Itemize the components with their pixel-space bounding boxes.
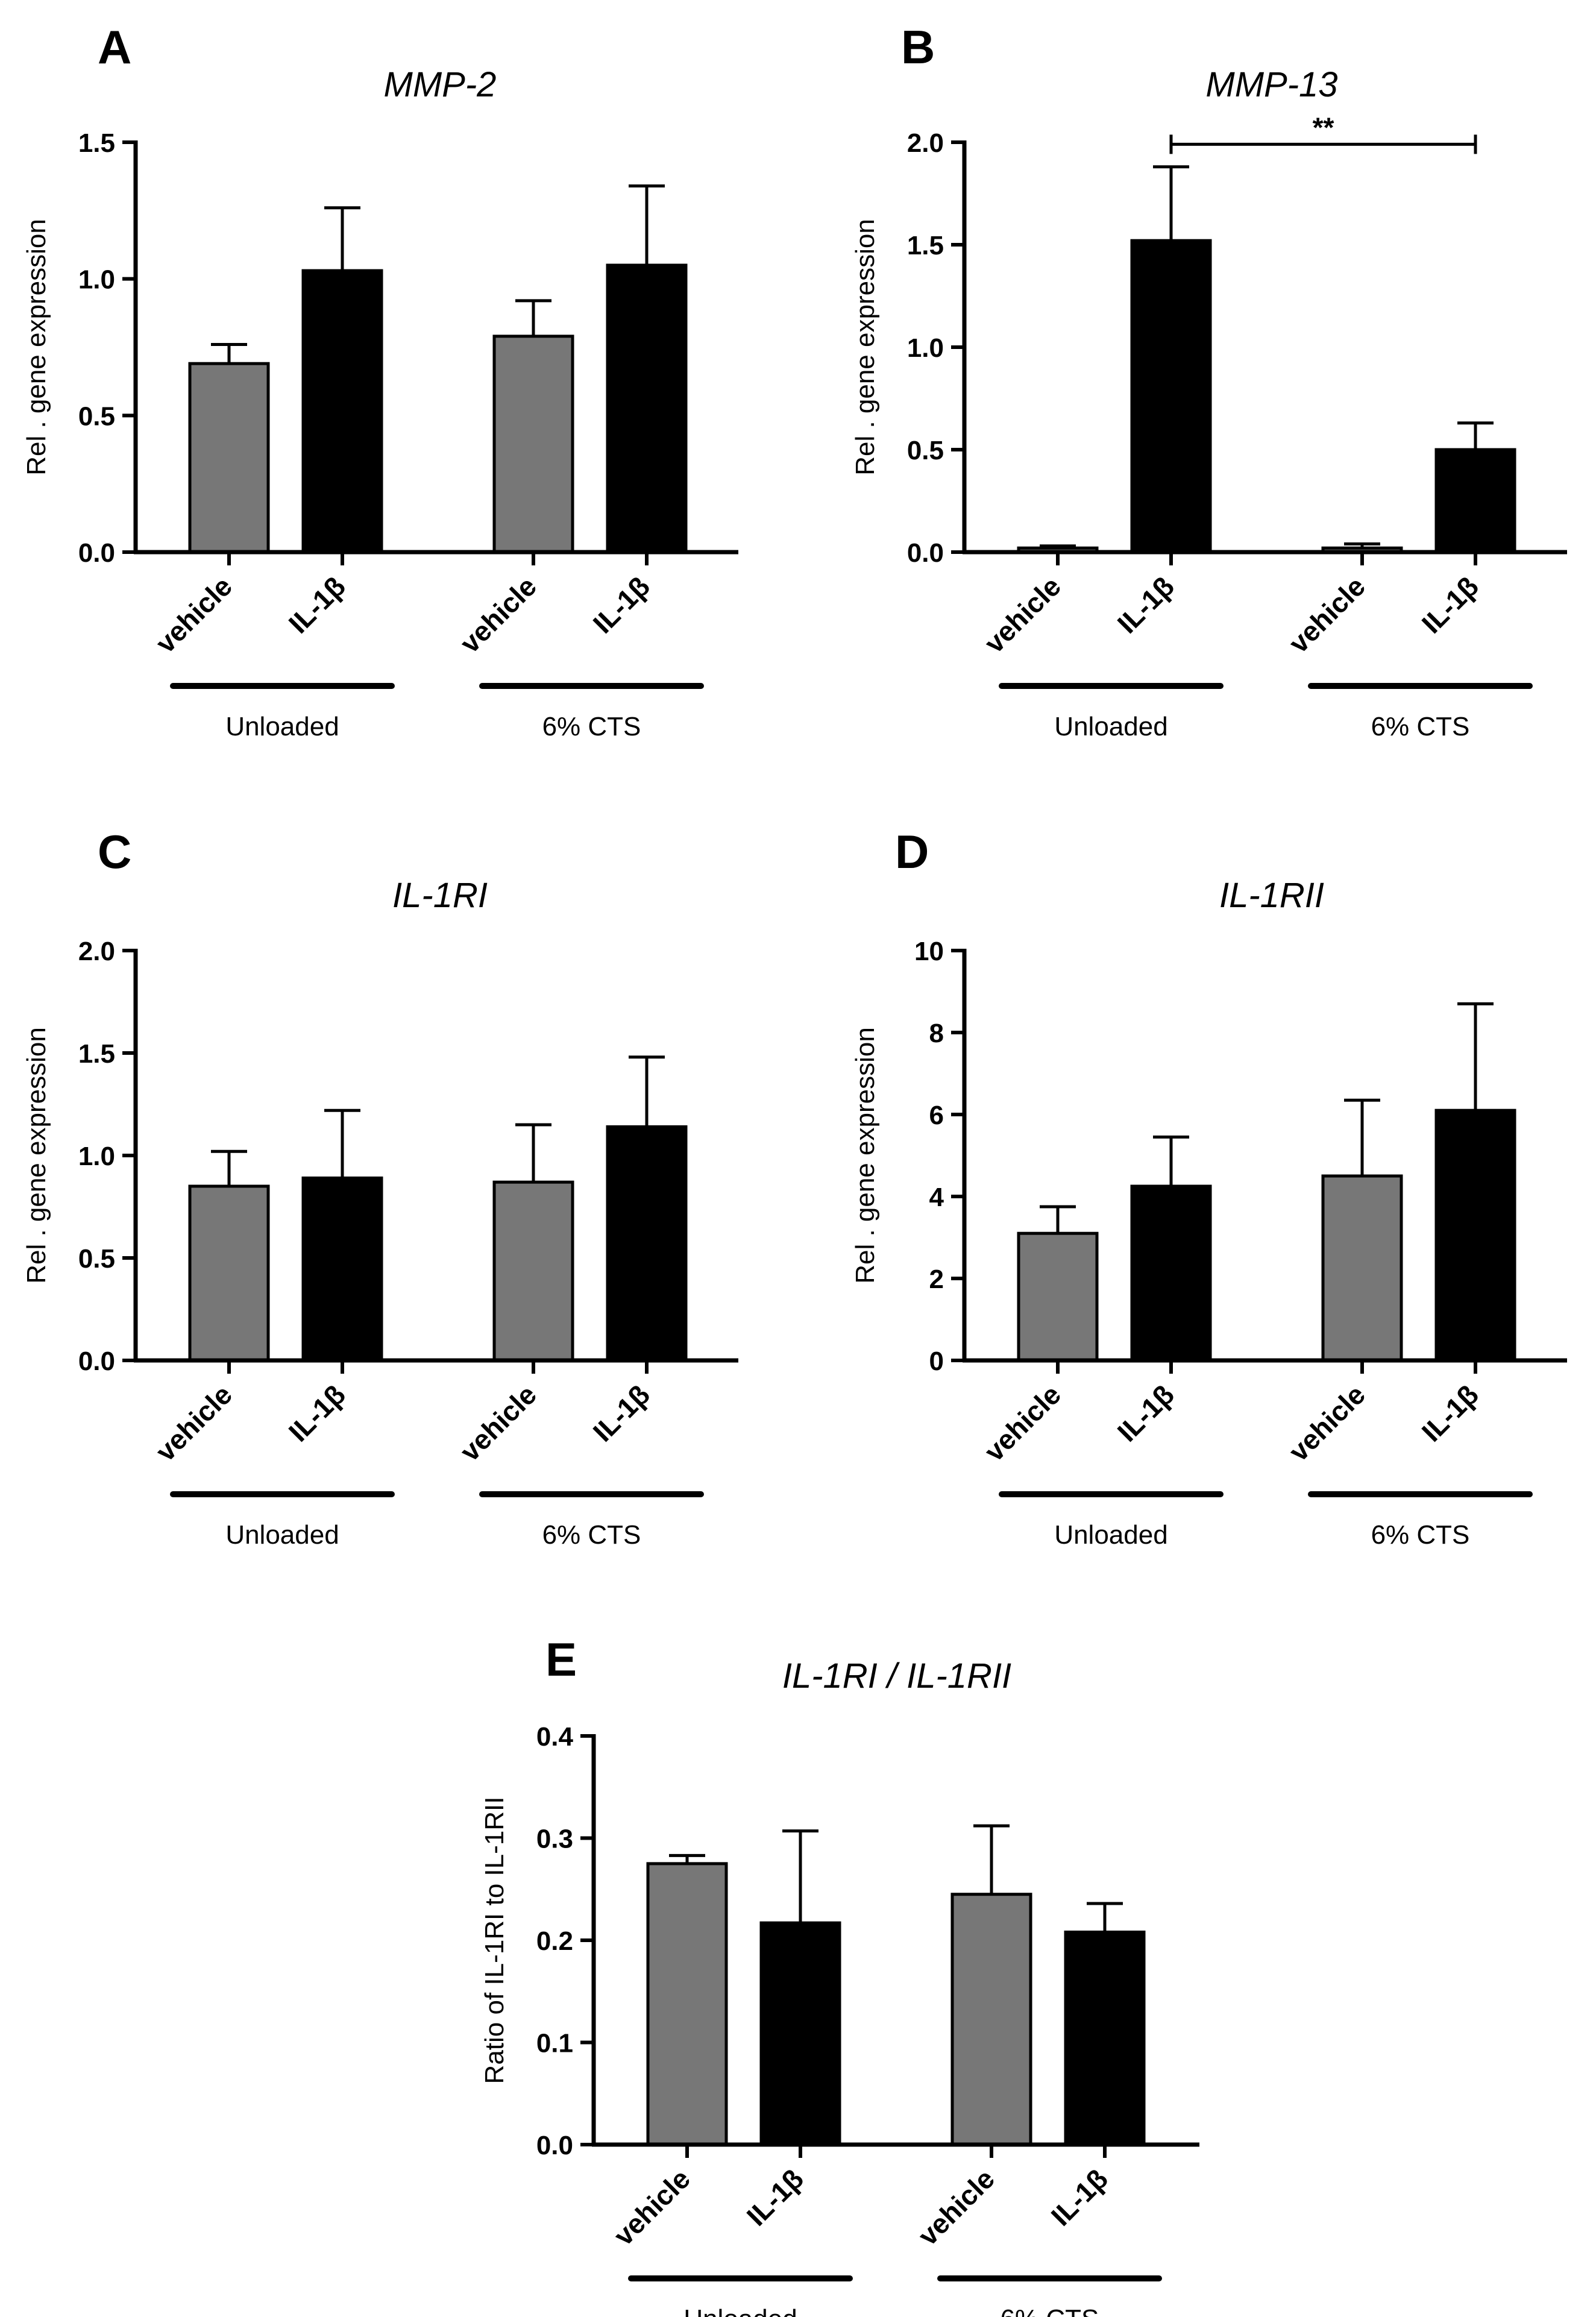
x-tick-label: vehicle [1283, 1379, 1371, 1467]
chart-title: IL-1RII [1219, 876, 1324, 915]
x-tick-label: vehicle [1283, 570, 1371, 659]
y-tick-label: 0.5 [907, 436, 944, 465]
chart-panel-a: A MMP-2 Rel . gene expression 0.0 0.5 1.0 1.5 v… [22, 20, 738, 741]
group-label: 6% CTS [1001, 2304, 1099, 2317]
bar-2 [1130, 1184, 1212, 1362]
group-label: 6% CTS [1371, 1520, 1470, 1550]
y-tick-label: 8 [929, 1019, 944, 1048]
y-tick-label: 0.3 [536, 1825, 573, 1854]
bar-2 [759, 1921, 841, 2146]
chart-title: IL-1RI [392, 876, 488, 915]
y-tick-label: 0 [929, 1347, 944, 1376]
bar-1 [188, 1184, 270, 1362]
y-tick-label: 2.0 [78, 937, 115, 966]
panel-letter: C [98, 825, 131, 878]
bar-2 [301, 1176, 383, 1362]
x-tick-label: IL-1β [1045, 2163, 1114, 2231]
group-label: Unloaded [1054, 1520, 1167, 1550]
x-tick-label: vehicle [978, 570, 1067, 659]
bar-4 [1064, 1930, 1146, 2146]
y-tick-label: 4 [929, 1183, 944, 1212]
chart-title: MMP-2 [384, 65, 497, 104]
bar-3 [492, 335, 574, 554]
x-tick-label: IL-1β [587, 1379, 656, 1447]
bar-3 [1321, 1174, 1403, 1362]
chart-panel-e: E IL-1RI / IL-1RII Ratio of IL-1RI to IL-1… [480, 1633, 1199, 2317]
bar-1 [1017, 1231, 1099, 1362]
panel-letter: E [545, 1633, 577, 1686]
x-tick-label: vehicle [149, 570, 238, 659]
bar-1 [646, 1862, 728, 2146]
y-tick-label: 1.5 [907, 231, 944, 260]
bar-4 [1434, 448, 1516, 554]
group-label: 6% CTS [1371, 712, 1470, 741]
x-tick-label: vehicle [454, 570, 542, 659]
x-tick-label: vehicle [912, 2163, 1001, 2251]
y-tick-label: 0.4 [536, 1722, 574, 1752]
group-label: 6% CTS [542, 712, 641, 741]
bar-4 [606, 1125, 688, 1362]
y-tick-label: 1.0 [78, 265, 115, 295]
y-axis-label: Rel . gene expression [850, 219, 880, 476]
y-axis-label: Rel . gene expression [22, 1027, 51, 1284]
y-tick-label: 0.0 [536, 2131, 573, 2160]
y-tick-label: 0.0 [78, 538, 115, 568]
y-tick-label: 1.0 [907, 333, 944, 363]
x-tick-label: IL-1β [1416, 1379, 1484, 1447]
panel-letter: D [895, 825, 929, 878]
y-tick-label: 0.0 [78, 1347, 115, 1376]
y-tick-label: 0.1 [536, 2029, 573, 2058]
x-tick-label: IL-1β [587, 570, 656, 639]
bar-4 [1434, 1108, 1516, 1362]
x-tick-label: IL-1β [283, 1379, 351, 1447]
y-tick-label: 1.5 [78, 1039, 115, 1069]
chart-title: IL-1RI / IL-1RII [782, 1656, 1011, 1696]
bar-4 [606, 263, 688, 554]
x-tick-label: vehicle [978, 1379, 1067, 1467]
y-tick-label: 10 [914, 937, 944, 966]
chart-panel-b: B MMP-13 Rel . gene expression 0.0 0.5 1.0 1.5… [850, 20, 1567, 741]
y-tick-label: 0.0 [907, 538, 944, 568]
bar-2 [301, 269, 383, 554]
x-tick-label: IL-1β [283, 570, 351, 639]
panel-letter: A [98, 20, 131, 74]
y-axis-label: Rel . gene expression [22, 219, 51, 476]
y-tick-label: 0.5 [78, 401, 115, 431]
group-label: Unloaded [225, 1520, 339, 1550]
bar-1 [188, 362, 270, 554]
x-tick-label: IL-1β [1111, 1379, 1180, 1447]
y-axis-label: Rel . gene expression [850, 1027, 880, 1284]
bar-2 [1130, 239, 1212, 554]
y-tick-label: 0.5 [78, 1244, 115, 1274]
x-tick-label: vehicle [149, 1379, 238, 1467]
chart-panel-c: C IL-1RI Rel . gene expression 0.0 0.5 1.0 1.5… [22, 825, 738, 1550]
y-tick-label: 1.5 [78, 128, 115, 158]
x-tick-label: IL-1β [1111, 570, 1180, 639]
x-tick-label: IL-1β [1416, 570, 1484, 639]
group-label: 6% CTS [542, 1520, 641, 1550]
y-tick-label: 2.0 [907, 128, 944, 158]
y-tick-label: 6 [929, 1101, 944, 1130]
x-tick-label: vehicle [454, 1379, 542, 1467]
bar-3 [492, 1180, 574, 1362]
y-tick-label: 1.0 [78, 1142, 115, 1171]
x-tick-label: IL-1β [741, 2163, 809, 2231]
bar-3 [950, 1893, 1032, 2146]
y-tick-label: 2 [929, 1265, 944, 1294]
x-tick-label: vehicle [608, 2163, 696, 2251]
group-label: Unloaded [225, 712, 339, 741]
y-axis-label: Ratio of IL-1RI to IL-1RII [480, 1797, 509, 2084]
chart-title: MMP-13 [1205, 65, 1337, 104]
group-label: Unloaded [1054, 712, 1167, 741]
group-label: Unloaded [683, 2304, 797, 2317]
panel-letter: B [901, 20, 935, 74]
y-tick-label: 0.2 [536, 1926, 573, 1956]
chart-panel-d: D IL-1RII Rel . gene expression 0 2 4 6 8 10 vehi… [850, 825, 1567, 1550]
significance-label: ** [1313, 112, 1334, 143]
